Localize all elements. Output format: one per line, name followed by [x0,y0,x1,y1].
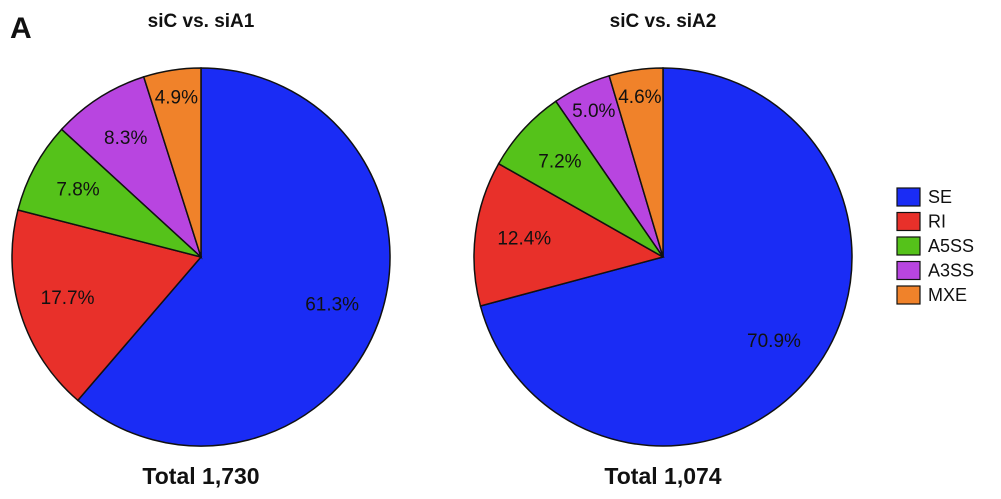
pie-slice [11,209,203,402]
chart-subtitle: Total 1,074 [604,463,721,489]
chart-title: siC vs. siA1 [148,11,255,32]
slice-label: 7.8% [56,179,99,200]
pie-slice [17,128,202,258]
slice-label: 61.3% [305,295,359,316]
slice-label: 4.9% [155,87,198,108]
chart-title: siC vs. siA2 [610,11,717,32]
legend-swatch [896,260,921,281]
slice-label: 17.7% [41,288,95,309]
pie-slice [473,162,665,307]
legend-label: A3SS [928,260,974,280]
pie-slice [608,67,664,258]
legend-label: MXE [928,285,967,305]
legend-label: RI [928,211,946,231]
legend-swatch [896,211,921,232]
legend-swatch [896,285,921,305]
legend-label: A5SS [928,236,974,256]
slice-label: 5.0% [572,101,615,122]
legend-label: SE [928,187,952,207]
panel-label: A [10,12,32,45]
pie-slice [479,67,853,447]
pie-slice [76,67,391,447]
slice-label: 12.4% [497,228,551,249]
chart-subtitle: Total 1,730 [142,463,259,489]
slice-label: 8.3% [104,128,147,149]
pie-slice [60,75,203,260]
slice-label: 7.2% [538,151,581,172]
slice-label: 4.6% [618,87,661,108]
legend-swatch [896,236,921,256]
slice-label: 70.9% [747,331,801,352]
pie-slice [142,67,202,258]
legend-swatch [896,187,921,207]
